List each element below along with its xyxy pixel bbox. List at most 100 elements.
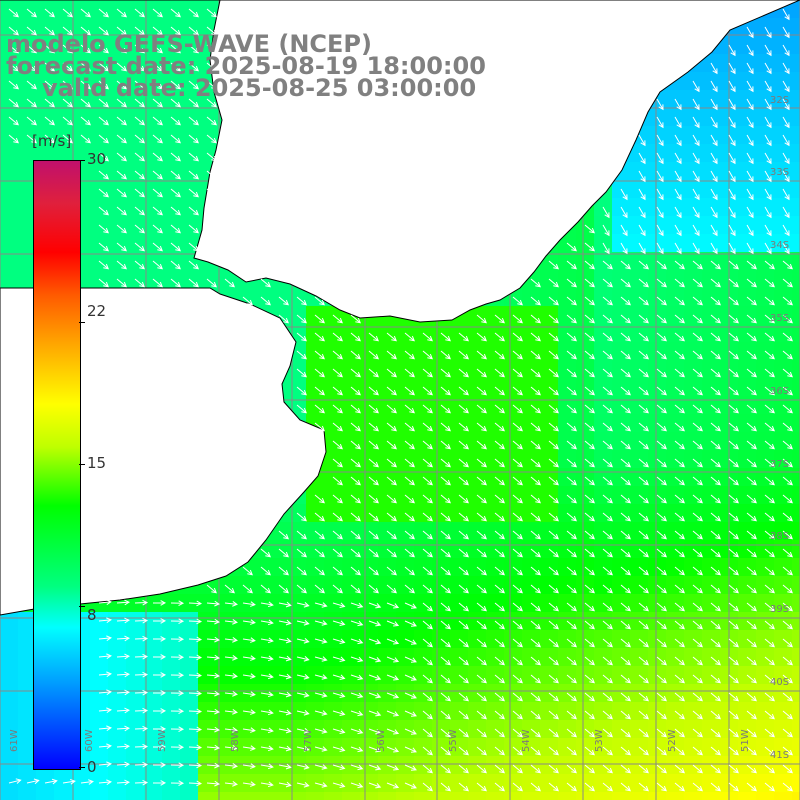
wind-arrow — [746, 278, 757, 288]
wind-arrow — [602, 674, 613, 684]
wind-arrow — [584, 764, 595, 774]
wind-arrow — [638, 602, 649, 612]
wind-arrow — [548, 710, 559, 720]
wind-arrow — [692, 260, 703, 270]
wind-arrow — [422, 566, 433, 576]
wind-arrow — [386, 746, 400, 753]
wind-arrow — [512, 764, 523, 774]
wind-arrow — [728, 206, 736, 219]
wind-arrow — [710, 512, 721, 522]
wind-arrow — [278, 763, 292, 770]
wind-arrow — [314, 530, 325, 540]
wind-arrow — [782, 188, 790, 201]
wind-arrow — [638, 404, 649, 414]
wind-arrow — [422, 404, 433, 414]
wind-arrow — [764, 728, 775, 738]
wind-arrow — [188, 618, 203, 625]
wind-arrow — [602, 440, 613, 450]
wind-arrow — [656, 350, 667, 360]
wind-arrow — [206, 98, 217, 108]
wind-arrow — [242, 781, 256, 787]
wind-speed-cell — [522, 792, 540, 800]
wind-arrow — [620, 224, 628, 237]
wind-arrow — [530, 656, 541, 666]
wind-arrow — [476, 692, 487, 702]
wind-arrow — [350, 584, 361, 594]
wind-arrow — [98, 761, 112, 768]
wind-arrow — [782, 782, 793, 792]
wind-arrow — [278, 619, 292, 626]
wind-arrow — [584, 692, 595, 702]
wind-arrow — [26, 98, 37, 108]
wind-arrow — [134, 170, 145, 180]
wind-arrow — [404, 422, 415, 432]
wind-arrow — [566, 782, 577, 792]
wind-arrow — [440, 602, 451, 612]
wind-arrow — [314, 296, 325, 306]
wind-arrow — [692, 746, 703, 756]
wind-arrow — [512, 782, 523, 792]
wind-speed-cell — [792, 270, 800, 288]
wind-arrow — [584, 656, 595, 666]
wind-speed-cell — [18, 162, 36, 180]
wind-arrow — [296, 404, 307, 414]
wind-arrow — [170, 8, 181, 18]
wind-arrow — [566, 656, 577, 666]
wind-arrow — [530, 350, 541, 360]
wind-arrow — [98, 725, 112, 732]
wind-arrow — [746, 188, 754, 201]
wind-arrow — [332, 548, 343, 558]
wind-arrow — [764, 80, 772, 93]
wind-arrow — [566, 728, 577, 738]
wind-arrow — [296, 314, 307, 324]
wind-arrow — [728, 584, 739, 594]
wind-arrow — [458, 494, 469, 504]
wind-arrow — [458, 638, 469, 648]
wind-arrow — [494, 764, 505, 774]
wind-arrow — [548, 314, 559, 324]
wind-arrow — [692, 332, 703, 342]
wind-arrow — [350, 692, 364, 699]
wind-arrow — [638, 458, 649, 468]
wind-arrow — [98, 26, 109, 36]
wind-arrow — [782, 476, 793, 486]
wind-arrow — [386, 404, 397, 414]
wind-arrow — [404, 728, 417, 735]
wind-arrow — [728, 530, 739, 540]
wind-arrow — [458, 422, 469, 432]
wind-arrow — [494, 620, 505, 630]
wind-arrow — [602, 314, 613, 324]
wind-arrow — [710, 134, 718, 147]
wind-arrow — [656, 728, 667, 738]
wind-arrow — [62, 80, 73, 90]
wind-arrow — [296, 386, 307, 396]
wind-arrow — [566, 548, 577, 558]
wind-arrow — [134, 224, 145, 234]
wind-arrow — [296, 368, 307, 378]
wind-arrow — [584, 260, 595, 270]
wind-arrow — [440, 350, 451, 360]
wind-speed-cell — [180, 792, 198, 800]
wind-arrow — [98, 635, 112, 642]
wind-arrow — [404, 782, 417, 789]
wind-speed-cell — [792, 72, 800, 90]
wind-arrow — [98, 689, 112, 696]
wind-arrow — [638, 494, 649, 504]
wind-arrow — [782, 440, 793, 450]
wind-arrow — [98, 278, 109, 288]
wind-arrow — [764, 62, 772, 75]
wind-arrow — [458, 620, 469, 630]
model-title: modelo GEFS-WAVE (NCEP) — [6, 30, 372, 58]
wind-arrow — [620, 260, 631, 270]
wind-speed-cell — [18, 756, 36, 774]
wind-arrow — [134, 206, 145, 216]
lon-label: 61W — [9, 729, 20, 752]
wind-arrow — [548, 350, 559, 360]
wind-arrow — [440, 764, 451, 774]
wind-arrow — [476, 512, 487, 522]
wind-arrow — [746, 548, 757, 558]
wind-arrow — [782, 638, 793, 648]
wind-arrow — [152, 278, 163, 288]
wind-arrow — [584, 638, 595, 648]
wind-arrow — [386, 440, 397, 450]
